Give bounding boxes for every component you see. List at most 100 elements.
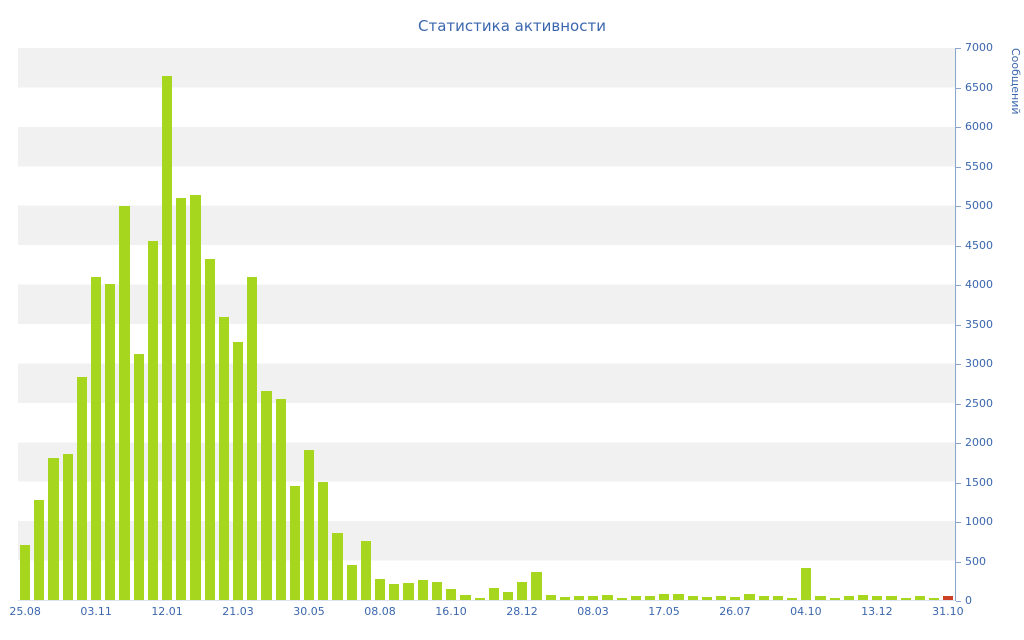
y-tick-mark [956,245,961,247]
y-tick-label: 7000 [965,41,993,54]
bar [701,597,712,600]
bar [76,376,88,600]
y-tick-label: 2500 [965,396,993,410]
y-tick-mark [956,166,961,168]
bar [133,353,144,600]
bar [119,205,130,600]
x-tick-label: 03.11 [80,605,112,618]
bar [900,597,911,600]
bar [730,596,741,600]
bar [431,581,443,600]
bar [488,587,499,600]
x-tick-label: 21.03 [222,605,254,618]
bar [417,580,428,600]
y-tick-mark [956,48,961,49]
y-tick-label: 5500 [965,159,993,173]
bar [517,581,528,600]
bar [786,597,798,600]
x-tick-label: 30.05 [293,605,325,618]
bar [929,598,940,600]
bar [602,595,613,600]
bar [91,277,102,600]
bar [886,595,897,600]
y-tick-label: 3000 [965,357,993,370]
bar [531,572,542,600]
bar [48,458,59,600]
y-tick-mark [956,561,961,563]
bar [673,594,684,600]
y-tick-label: 6500 [965,80,993,94]
y-tick-mark [956,364,961,365]
bar [318,481,329,600]
bar [588,596,599,600]
bar [914,596,925,600]
bar [943,596,954,600]
bar [346,564,357,600]
y-tick-label: 1500 [965,475,993,489]
bar [403,583,414,600]
bar [233,342,244,600]
bar [375,578,386,600]
bar [275,398,286,600]
bar [247,277,258,600]
y-tick-mark [956,324,961,326]
x-tick-label: 31.10 [932,605,964,618]
bar [687,596,698,600]
y-tick-mark [956,87,961,89]
x-axis: 25.08 03.11 12.01 21.03 30.05 08.08 16.10 28.12… [9,605,963,621]
y-tick-mark [956,443,961,444]
bar [502,591,514,600]
bar [105,283,116,600]
bar [843,596,854,600]
y-tick-label: 500 [965,554,986,568]
bar [446,588,457,600]
bar [545,595,556,600]
y-axis: 0 500 1000 1500 2000 2500 3000 3500 4000 4500 5000… [955,41,1003,607]
bar [261,391,272,600]
y-tick-label: 0 [965,594,972,607]
bar [801,568,812,600]
x-tick-label: 16.10 [435,605,467,618]
bar [616,597,627,600]
bar [744,594,755,600]
y-tick-mark [956,206,961,207]
bar [857,595,869,600]
y-tick-mark [956,127,961,128]
bar [758,596,769,600]
y-tick-label: 5000 [965,199,993,212]
x-tick-label: 08.08 [364,605,396,618]
bar [815,596,826,600]
bar [630,595,641,600]
y-tick-label: 2000 [965,436,993,449]
bar [204,258,215,600]
chart-title: Статистика активности [418,17,606,35]
y-tick-mark [956,285,961,286]
y-tick-mark [956,522,961,523]
bar [289,485,301,600]
y-tick-label: 4000 [965,278,993,291]
bar [190,195,201,600]
bar [147,241,159,600]
y-tick-label: 6000 [965,120,993,133]
x-tick-label: 17.05 [648,605,680,618]
bar [62,454,73,600]
bar [872,596,883,600]
bar [304,450,315,600]
x-tick-label: 13.12 [861,605,893,618]
bar [715,595,727,600]
bar [360,540,372,600]
bar [389,584,400,600]
y-tick-mark [956,403,961,405]
x-tick-label: 28.12 [506,605,538,618]
x-tick-label: 04.10 [790,605,822,618]
y-tick-mark [956,482,961,484]
y-tick-label: 4500 [965,238,993,252]
y-tick-label: 1000 [965,515,993,528]
bar [34,499,45,600]
bar [573,595,585,600]
bar [659,593,670,600]
x-tick-label: 26.07 [719,605,751,618]
plot-area [18,48,955,601]
bar [20,544,31,600]
